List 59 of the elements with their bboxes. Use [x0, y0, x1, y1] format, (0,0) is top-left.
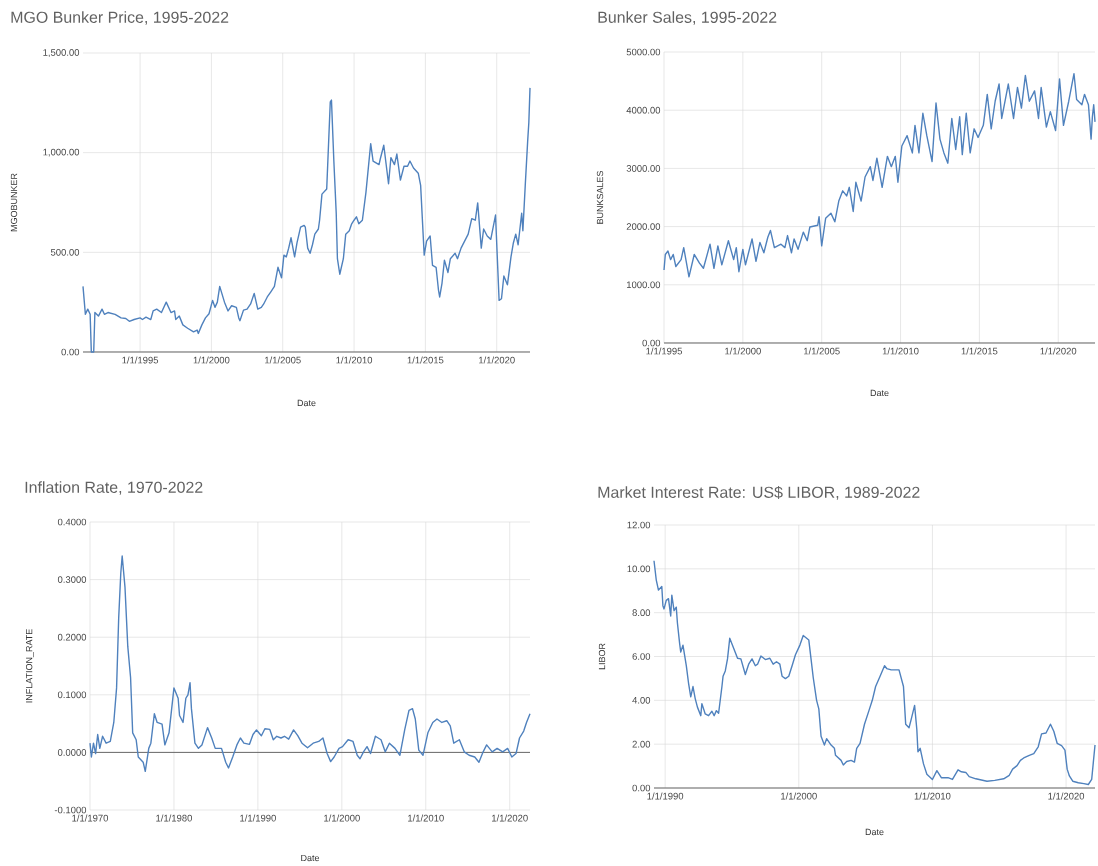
- x-tick-label: 1/1/2010: [336, 356, 373, 364]
- y-tick-label: 1000.00: [626, 281, 661, 289]
- x-tick-label: 1/1/1990: [647, 792, 684, 800]
- x-tick-label: 1/1/2000: [781, 792, 817, 800]
- x-tick-label: 1/1/2005: [265, 356, 301, 364]
- y-axis-title: LIBOR: [598, 643, 606, 670]
- x-tick-label: 1/1/2020: [1040, 347, 1077, 355]
- y-tick-label: 4000.00: [626, 106, 661, 114]
- y-tick-label: 12.00: [627, 521, 651, 529]
- y-tick-label: 0.1000: [57, 691, 87, 699]
- x-tick-label: 1/1/2000: [193, 356, 230, 364]
- x-tick-label: 1/1/2020: [1048, 792, 1085, 800]
- chart-title: MGO Bunker Price, 1995-2022: [11, 11, 229, 25]
- y-axis-title: BUNKSALES: [596, 170, 604, 224]
- x-tick-label: 1/1/1970: [72, 814, 109, 822]
- y-tick-label: 8.00: [632, 609, 651, 617]
- y-tick-label: 0.00: [61, 348, 80, 356]
- y-axis-title: INFLATION_RATE: [25, 629, 34, 703]
- x-tick-label: 1/1/2015: [961, 347, 998, 355]
- x-tick-label: 1/1/1995: [122, 356, 159, 364]
- y-tick-label: 5000.00: [626, 48, 661, 56]
- x-axis-title: Date: [301, 854, 320, 862]
- x-tick-label: 1/1/1995: [646, 347, 683, 355]
- y-tick-label: 1,500.00: [43, 49, 80, 57]
- x-tick-label: 1/1/1980: [156, 814, 192, 822]
- line-series: [89, 555, 531, 773]
- y-tick-label: 0.3000: [57, 576, 87, 583]
- y-tick-label: 4.00: [632, 696, 651, 704]
- x-tick-label: 1/1/2000: [324, 814, 360, 822]
- chart-title: Inflation Rate, 1970-2022: [25, 481, 203, 495]
- x-axis-title: Date: [870, 389, 889, 397]
- y-tick-label: 6.00: [632, 653, 651, 660]
- y-tick-label: 0.0000: [57, 749, 87, 756]
- x-tick-label: 1/1/2020: [492, 814, 528, 822]
- y-tick-label: 3000.00: [626, 165, 661, 172]
- y-tick-label: 500.00: [50, 248, 80, 256]
- x-tick-label: 1/1/2010: [882, 347, 919, 355]
- y-tick-label: 0.4000: [57, 518, 87, 526]
- y-tick-label: 0.00: [642, 339, 661, 347]
- x-tick-label: 1/1/2000: [725, 347, 761, 355]
- line-series: [663, 73, 1096, 278]
- y-tick-label: 2.00: [632, 740, 651, 748]
- x-tick-label: 1/1/2020: [479, 356, 515, 364]
- y-axis-title: MGOBUNKER: [10, 173, 18, 232]
- chart-title: Bunker Sales, 1995-2022: [598, 11, 777, 25]
- chart-title: Market Interest Rate: US$ LIBOR, 1989-2022: [598, 485, 920, 500]
- y-tick-label: -0.1000: [54, 806, 87, 814]
- y-tick-label: 2000.00: [626, 223, 661, 230]
- x-axis-title: Date: [865, 828, 884, 836]
- x-tick-label: 1/1/2010: [408, 814, 444, 822]
- x-tick-label: 1/1/2015: [407, 356, 444, 364]
- x-tick-label: 1/1/2005: [803, 347, 840, 355]
- y-tick-label: 0.00: [632, 784, 651, 792]
- y-tick-label: 0.2000: [57, 633, 87, 641]
- x-tick-label: 1/1/2010: [914, 792, 951, 800]
- y-tick-label: 1,000.00: [43, 148, 80, 157]
- x-tick-label: 1/1/1990: [240, 814, 276, 822]
- y-tick-label: 10.00: [627, 565, 651, 573]
- x-axis-title: Date: [297, 399, 316, 407]
